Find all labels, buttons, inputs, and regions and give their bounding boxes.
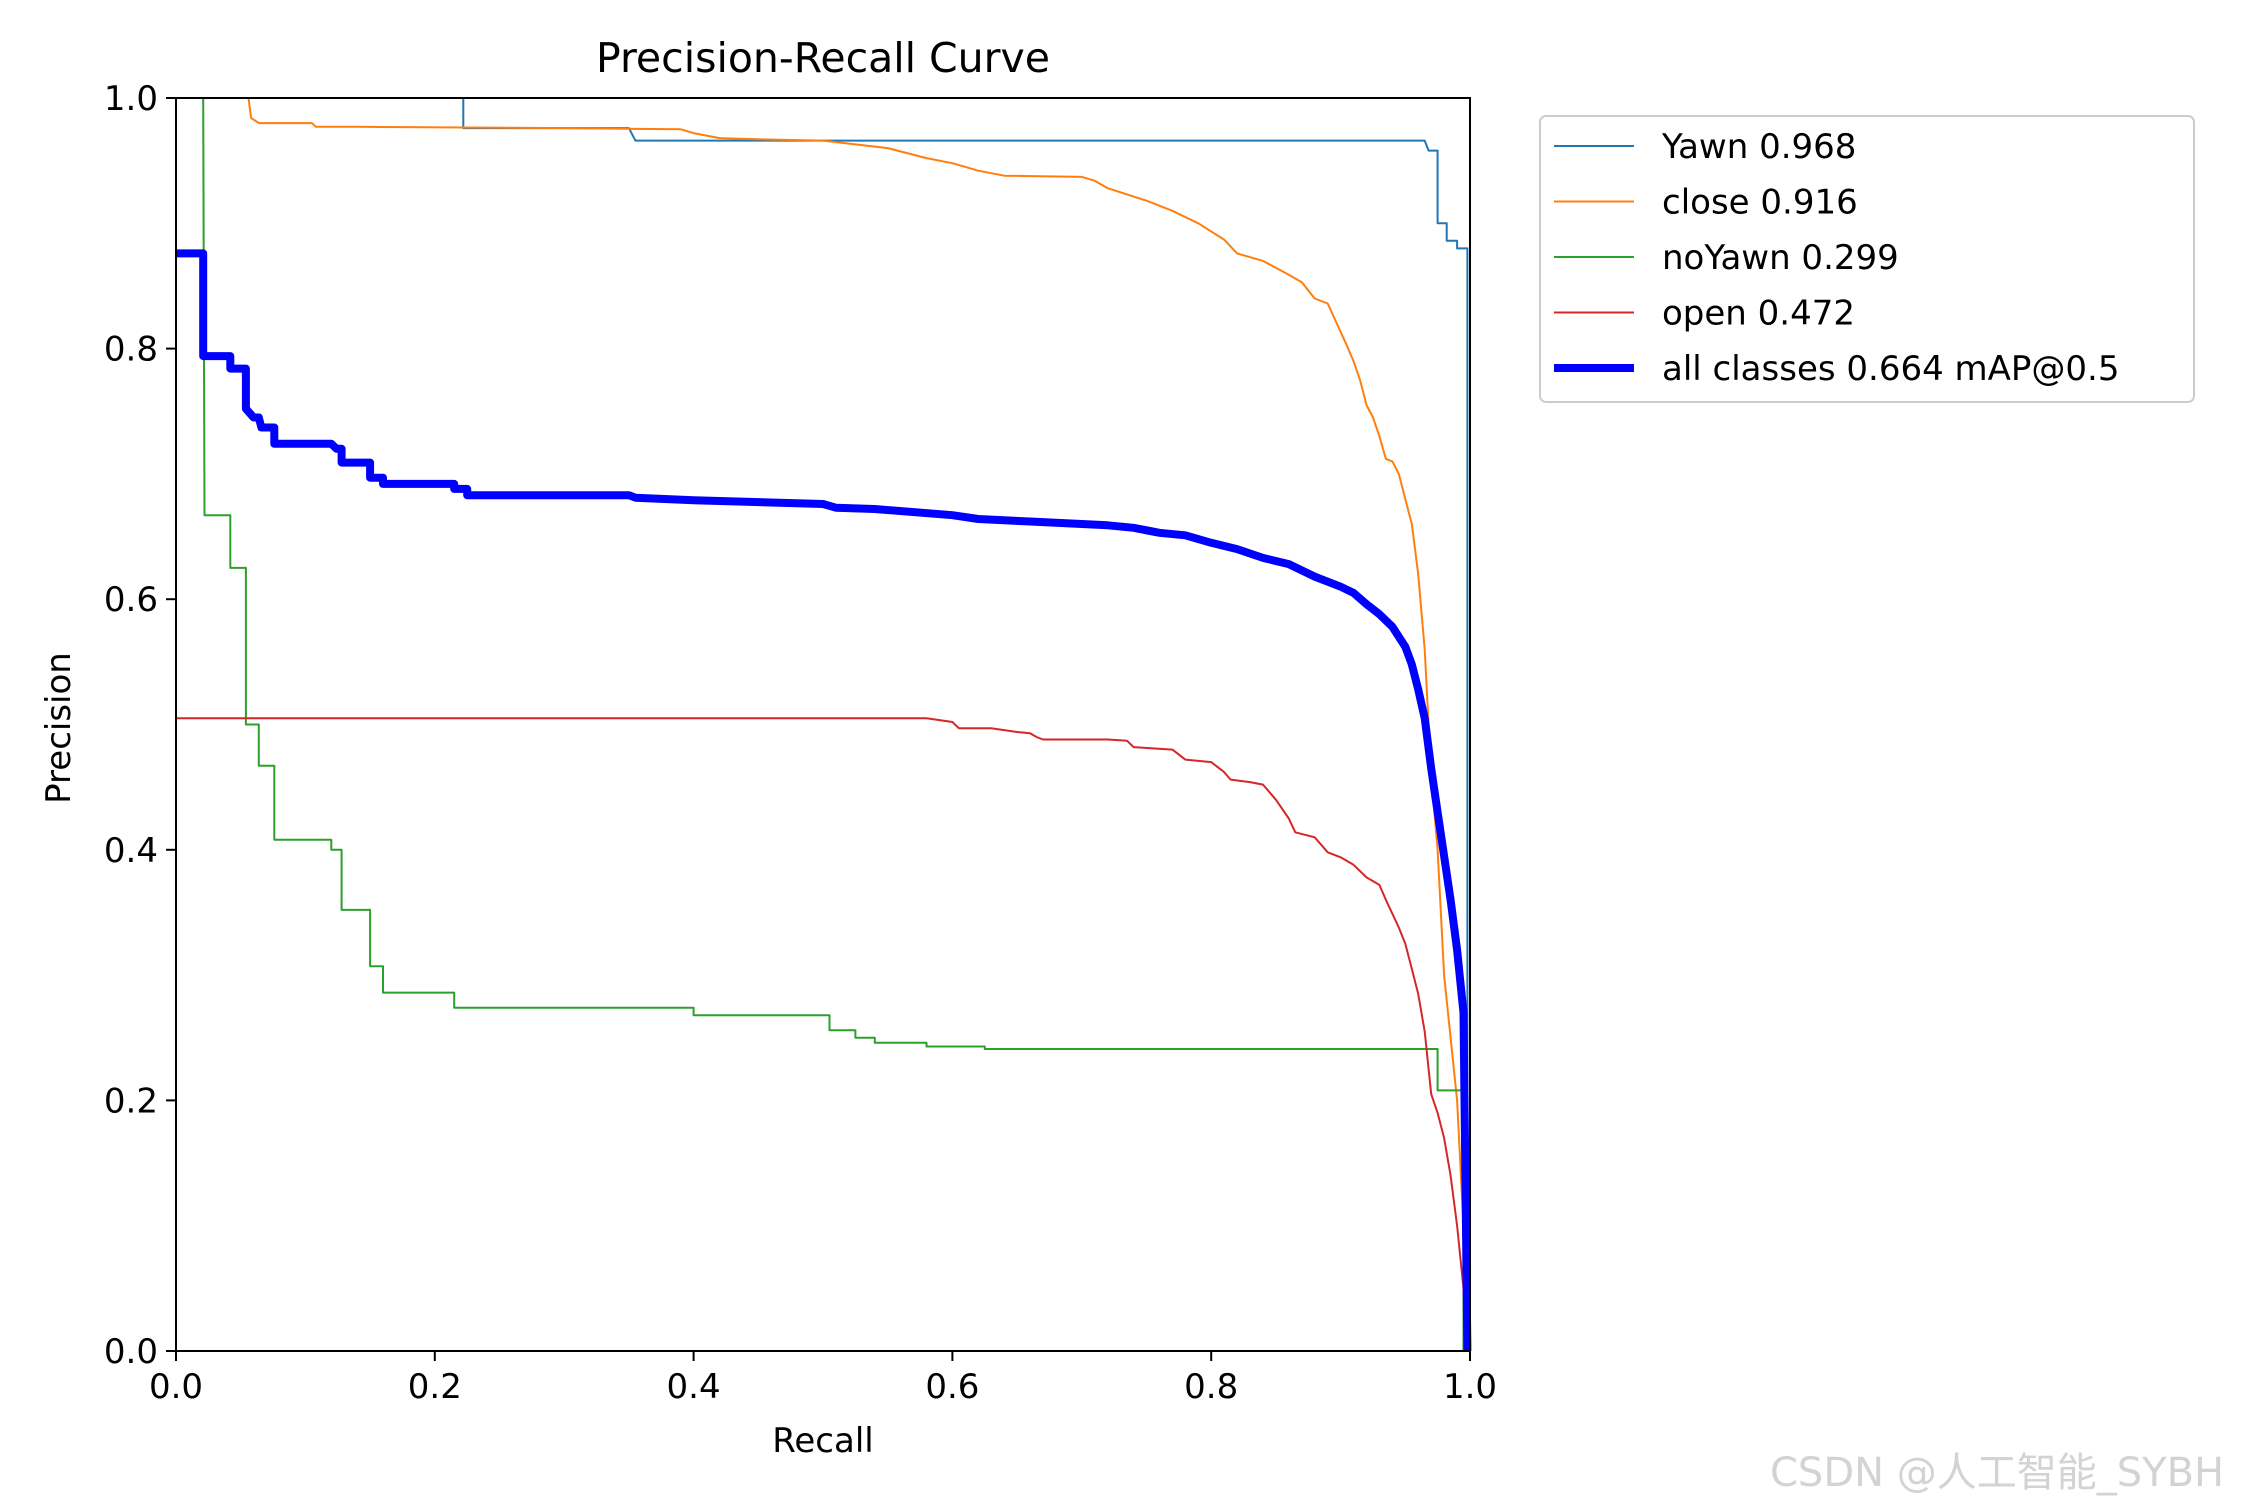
y-tick-label: 1.0 <box>104 79 158 119</box>
x-tick-label: 0.6 <box>925 1367 979 1407</box>
x-tick-label: 0.0 <box>149 1367 203 1407</box>
y-axis-label: Precision <box>39 652 79 804</box>
x-axis-label: Recall <box>772 1421 873 1461</box>
plot-area <box>176 97 1472 1352</box>
y-tick-label: 0.4 <box>104 831 158 871</box>
x-tick-label: 0.4 <box>667 1367 721 1407</box>
watermark-text: CSDN @人工智能_SYBH <box>1770 1450 2225 1496</box>
legend-label: noYawn 0.299 <box>1662 238 1899 278</box>
y-tick-label: 0.6 <box>104 580 158 620</box>
legend-box <box>1539 115 2195 403</box>
y-tick-label: 0.8 <box>104 330 158 370</box>
x-tick-label: 0.8 <box>1184 1367 1238 1407</box>
series-line-1 <box>247 97 1469 1352</box>
axes-frame <box>175 97 1471 1352</box>
series-line-2 <box>202 97 1465 1351</box>
legend: Yawn 0.968 close 0.916 noYawn 0.299 open 0.… <box>1539 115 2195 403</box>
legend-label: Yawn 0.968 <box>1661 127 1856 167</box>
chart-title: Precision-Recall Curve <box>596 34 1050 82</box>
axes: 0.0 0.2 0.4 0.6 0.8 1.0 0.0 0.2 0.4 0.6 0.8 1.0 <box>104 79 1497 1407</box>
y-tick-label: 0.0 <box>104 1332 158 1372</box>
series-line-3 <box>176 717 1469 1352</box>
x-tick-label: 1.0 <box>1443 1367 1497 1407</box>
legend-label: close 0.916 <box>1662 183 1858 223</box>
series-line-4 <box>176 249 1472 1352</box>
series-line-0 <box>176 97 1469 1351</box>
legend-label: open 0.472 <box>1662 294 1855 334</box>
legend-label: all classes 0.664 mAP@0.5 <box>1662 349 2119 389</box>
x-tick-label: 0.2 <box>408 1367 462 1407</box>
y-tick-label: 0.2 <box>104 1081 158 1121</box>
